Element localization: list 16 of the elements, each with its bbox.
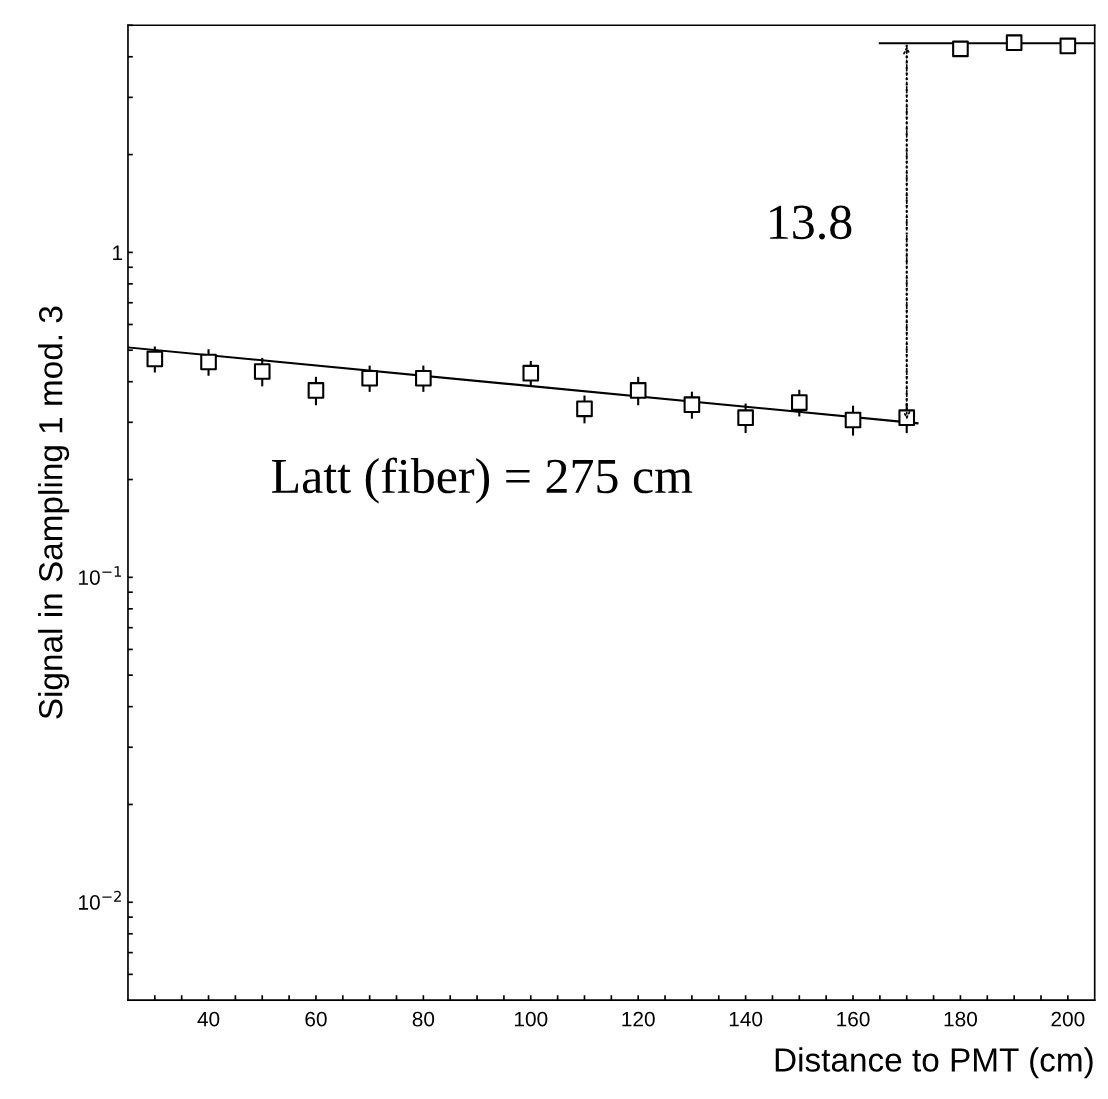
x-tick-label: 160 [837, 1011, 870, 1027]
x-tick-label: 140 [729, 1011, 763, 1027]
y-tick-label: 1 [113, 245, 123, 260]
x-tick-label: 200 [1051, 1011, 1085, 1027]
x-tick-label: 180 [944, 1011, 977, 1027]
x-tick-label: 40 [197, 1011, 220, 1027]
x-tick-label: 60 [305, 1011, 327, 1027]
y-tick-label: 10$^{−1}$ [79, 566, 122, 585]
y-axis-title: Signal in Sampling 1 mod. 3 [38, 306, 70, 719]
y-tick-label: 10$^{−2}$ [79, 890, 121, 910]
x-tick-label: 100 [514, 1011, 548, 1027]
annotation: Latt (fiber) = 275 cm [272, 457, 693, 504]
x-tick-label: 120 [622, 1011, 655, 1027]
annotation: 13.8 [770, 205, 852, 240]
x-axis-title: Distance to PMT (cm) [775, 1047, 1093, 1079]
x-tick-label: 80 [412, 1011, 435, 1027]
